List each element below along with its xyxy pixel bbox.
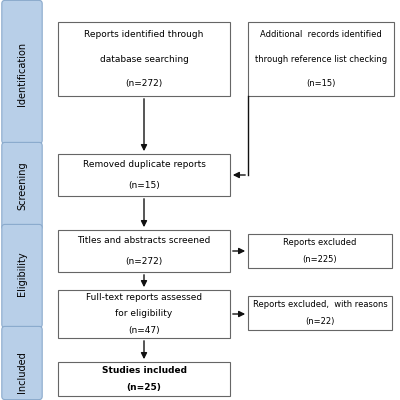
FancyBboxPatch shape	[2, 142, 42, 230]
Text: Screening: Screening	[17, 162, 27, 210]
Text: Full-text reports assessed: Full-text reports assessed	[86, 294, 202, 302]
Text: Included: Included	[17, 351, 27, 393]
Text: (n=47): (n=47)	[128, 326, 160, 334]
Text: Removed duplicate reports: Removed duplicate reports	[82, 160, 206, 169]
FancyBboxPatch shape	[58, 230, 230, 272]
FancyBboxPatch shape	[58, 290, 230, 338]
Text: Titles and abstracts screened: Titles and abstracts screened	[77, 236, 211, 245]
FancyBboxPatch shape	[2, 326, 42, 400]
Text: for eligibility: for eligibility	[115, 310, 173, 318]
FancyBboxPatch shape	[248, 22, 394, 96]
Text: Additional  records identified: Additional records identified	[260, 30, 382, 39]
Text: Reports excluded: Reports excluded	[283, 238, 357, 247]
Text: (n=272): (n=272)	[125, 257, 163, 266]
FancyBboxPatch shape	[58, 154, 230, 196]
Text: (n=225): (n=225)	[303, 255, 337, 264]
Text: Reports excluded,  with reasons: Reports excluded, with reasons	[253, 300, 387, 309]
Text: (n=22): (n=22)	[305, 317, 335, 326]
Text: (n=272): (n=272)	[125, 79, 163, 88]
Text: Studies included: Studies included	[102, 366, 186, 375]
FancyBboxPatch shape	[248, 296, 392, 330]
Text: (n=25): (n=25)	[126, 383, 162, 392]
Text: Eligibility: Eligibility	[17, 252, 27, 296]
FancyBboxPatch shape	[248, 234, 392, 268]
Text: Identification: Identification	[17, 42, 27, 106]
Text: (n=15): (n=15)	[128, 181, 160, 190]
Text: Reports identified through: Reports identified through	[84, 30, 204, 39]
Text: (n=15): (n=15)	[306, 79, 336, 88]
FancyBboxPatch shape	[58, 362, 230, 396]
FancyBboxPatch shape	[58, 22, 230, 96]
Text: database searching: database searching	[100, 54, 188, 64]
FancyBboxPatch shape	[2, 0, 42, 144]
FancyBboxPatch shape	[2, 224, 42, 328]
Text: through reference list checking: through reference list checking	[255, 54, 387, 64]
